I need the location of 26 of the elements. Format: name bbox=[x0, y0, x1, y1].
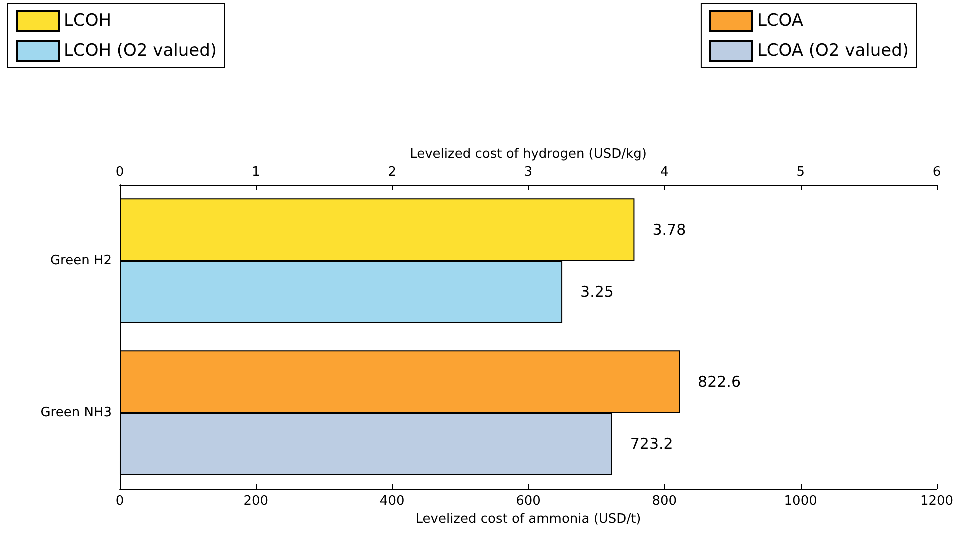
x2-tick-label: 5 bbox=[796, 165, 805, 180]
legend-label: LCOA bbox=[757, 11, 804, 31]
x2-tick-label: 3 bbox=[524, 165, 533, 180]
legend-label: LCOH (O2 valued) bbox=[64, 41, 217, 61]
x-tick-label: 600 bbox=[516, 494, 541, 509]
x2-tick-label: 0 bbox=[116, 165, 124, 180]
data-label: 3.78 bbox=[652, 220, 686, 239]
y-tick-label: Green H2 bbox=[50, 254, 112, 268]
data-label: 3.25 bbox=[580, 283, 614, 302]
x-tick-label: 1200 bbox=[920, 494, 954, 509]
x-tick-label: 1000 bbox=[784, 494, 818, 509]
legend-label: LCOA (O2 valued) bbox=[757, 41, 910, 61]
x-tick-label: 200 bbox=[244, 494, 269, 509]
x2-tick-label: 1 bbox=[252, 165, 260, 180]
x2-tick-label: 4 bbox=[660, 165, 669, 180]
x2-axis-title: Levelized cost of hydrogen (USD/kg) bbox=[410, 147, 647, 162]
data-label: 822.6 bbox=[698, 372, 742, 391]
x-tick-label: 0 bbox=[116, 494, 124, 509]
x-tick-label: 800 bbox=[652, 494, 678, 509]
x-axis-title: Levelized cost of ammonia (USD/t) bbox=[416, 512, 642, 527]
x-tick-label: 400 bbox=[380, 494, 405, 509]
data-label: 723.2 bbox=[630, 435, 674, 454]
legend-label: LCOH bbox=[64, 11, 112, 31]
x2-tick-label: 2 bbox=[388, 165, 396, 180]
x2-tick-label: 6 bbox=[932, 165, 942, 180]
y-tick-label: Green NH3 bbox=[40, 406, 112, 420]
